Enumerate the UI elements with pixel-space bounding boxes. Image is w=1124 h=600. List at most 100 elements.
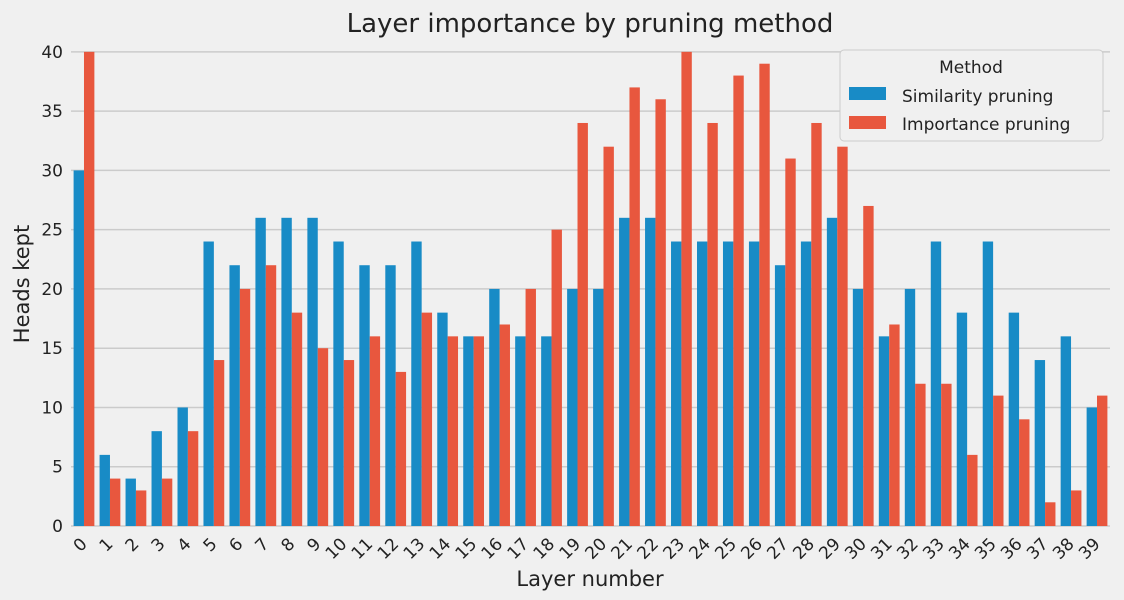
x-tick-label-1: 1	[96, 534, 118, 556]
bar-similarity-layer-12	[385, 265, 396, 526]
bar-similarity-layer-26	[748, 241, 760, 526]
bar-similarity-layer-8	[281, 217, 292, 526]
x-tick-label-6: 6	[226, 534, 248, 556]
x-tick-label-16: 16	[478, 534, 507, 563]
x-tick-label-17: 17	[504, 534, 533, 563]
x-tick-label-10: 10	[322, 534, 351, 563]
x-tick-label-34: 34	[945, 534, 974, 563]
bar-similarity-layer-15	[463, 336, 474, 526]
x-tick-label-37: 37	[1023, 534, 1052, 563]
legend-swatch-similarity	[849, 87, 886, 100]
bar-importance-layer-3	[161, 478, 173, 526]
bar-importance-layer-34	[967, 454, 978, 526]
bar-similarity-layer-1	[99, 454, 110, 526]
x-tick-label-35: 35	[971, 534, 1000, 563]
bar-similarity-layer-31	[878, 336, 890, 526]
legend-frame	[839, 49, 1104, 142]
bar-importance-layer-13	[421, 312, 433, 526]
bar-similarity-layer-30	[852, 288, 864, 526]
bar-importance-layer-0	[83, 51, 95, 526]
bar-similarity-layer-25	[722, 241, 734, 526]
x-tick-label-18: 18	[530, 534, 559, 563]
bar-importance-layer-10	[343, 360, 355, 526]
bar-importance-layer-20	[603, 146, 614, 526]
bar-similarity-layer-21	[619, 217, 630, 526]
bar-importance-layer-12	[395, 371, 407, 526]
x-tick-label-26: 26	[737, 534, 766, 563]
bar-similarity-layer-7	[255, 217, 266, 526]
x-axis-title: Layer number	[516, 567, 664, 591]
x-tick-label-8: 8	[278, 534, 300, 556]
bar-similarity-layer-19	[567, 288, 578, 526]
bar-similarity-layer-35	[982, 241, 994, 526]
bar-similarity-layer-18	[541, 336, 552, 526]
legend: Method Similarity pruning Importance pru…	[839, 49, 1104, 142]
bar-similarity-layer-11	[359, 265, 370, 526]
bar-importance-layer-2	[135, 490, 147, 526]
bar-importance-layer-1	[109, 478, 121, 526]
x-tick-label-9: 9	[303, 534, 325, 556]
bar-similarity-layer-32	[904, 288, 916, 526]
x-tick-label-33: 33	[919, 534, 948, 563]
bar-similarity-layer-0	[73, 170, 84, 526]
bar-similarity-layer-36	[1008, 312, 1020, 526]
bar-similarity-layer-27	[774, 265, 786, 526]
bar-similarity-layer-38	[1060, 336, 1072, 526]
bar-importance-layer-14	[447, 336, 459, 526]
x-tick-label-7: 7	[252, 534, 274, 556]
legend-title: Method	[939, 58, 1003, 78]
x-tick-label-27: 27	[763, 534, 792, 563]
bar-importance-layer-32	[915, 383, 926, 526]
bar-similarity-layer-16	[489, 288, 500, 526]
bar-importance-layer-7	[265, 265, 277, 526]
bar-importance-layer-31	[889, 324, 900, 526]
y-tick-label-25: 25	[41, 221, 63, 241]
bar-similarity-layer-39	[1086, 407, 1098, 526]
bar-importance-layer-24	[707, 122, 718, 526]
bar-importance-layer-28	[811, 122, 822, 526]
x-tick-label-28: 28	[789, 534, 818, 563]
y-tick-label-35: 35	[41, 102, 63, 122]
x-tick-label-2: 2	[122, 534, 144, 556]
y-tick-label-10: 10	[41, 398, 63, 418]
bar-similarity-layer-34	[956, 312, 968, 526]
bar-similarity-layer-22	[645, 217, 656, 526]
x-tick-label-39: 39	[1075, 534, 1104, 563]
x-tick-label-38: 38	[1049, 534, 1078, 563]
x-tick-label-36: 36	[997, 534, 1026, 563]
y-tick-label-15: 15	[41, 339, 63, 359]
bar-similarity-layer-5	[203, 241, 214, 526]
bar-similarity-layer-28	[800, 241, 812, 526]
y-tick-label-30: 30	[41, 161, 63, 181]
y-tick-label-40: 40	[41, 43, 63, 63]
x-tick-label-24: 24	[685, 534, 714, 563]
bar-similarity-layer-2	[125, 478, 136, 526]
bar-importance-layer-23	[681, 51, 692, 526]
bar-importance-layer-19	[577, 122, 588, 526]
bar-importance-layer-36	[1019, 419, 1030, 526]
bar-importance-layer-17	[525, 288, 536, 526]
bar-similarity-layer-3	[151, 431, 162, 526]
x-tick-label-32: 32	[893, 534, 922, 563]
bar-importance-layer-29	[837, 146, 848, 526]
bar-similarity-layer-29	[826, 217, 838, 526]
legend-swatch-importance	[849, 116, 886, 129]
legend-label-similarity: Similarity pruning	[902, 87, 1053, 107]
bar-importance-layer-27	[785, 158, 796, 526]
x-tick-label-25: 25	[711, 534, 740, 563]
x-tick-label-21: 21	[608, 534, 637, 563]
x-tick-label-22: 22	[634, 534, 663, 563]
bar-importance-layer-18	[551, 229, 562, 526]
bar-similarity-layer-9	[307, 217, 318, 526]
bar-importance-layer-16	[499, 324, 510, 526]
y-axis-ticks: 0 5 10 15 20 25 30 35 40	[41, 43, 63, 537]
bar-similarity-layer-4	[177, 407, 188, 526]
x-tick-label-3: 3	[148, 534, 170, 556]
bar-importance-layer-39	[1097, 395, 1108, 526]
bar-similarity-layer-10	[333, 241, 344, 526]
bar-importance-layer-6	[239, 288, 251, 526]
x-tick-label-5: 5	[200, 534, 222, 556]
bar-similarity-layer-33	[930, 241, 942, 526]
bar-importance-layer-21	[629, 87, 640, 526]
bar-importance-layer-15	[473, 336, 485, 526]
